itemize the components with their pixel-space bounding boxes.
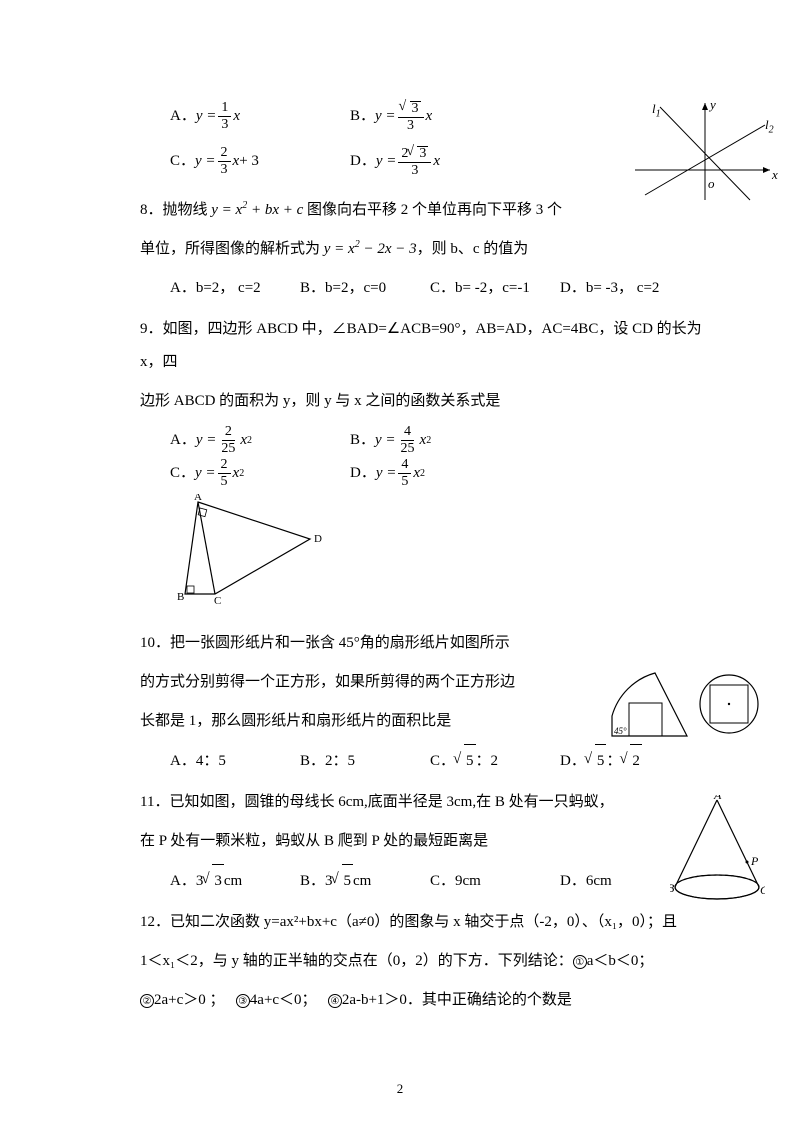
svg-text:B: B: [670, 881, 675, 895]
q10-choice-b: B．2：5: [300, 744, 430, 778]
q10-choice-d: D．5：2: [560, 744, 690, 778]
vertex-a: A: [194, 494, 202, 503]
q8-choice-d: D．b= -3， c=2: [560, 272, 690, 305]
q9-choices-row2: C．y = 25 x2 D．y = 45 x2: [170, 457, 710, 490]
q8-line1: 8．抛物线 y = x2 + bx + c 图像向右平移 2 个单位再向下平移 …: [140, 194, 710, 227]
q7-choice-b: B． y = 33 x: [350, 100, 530, 133]
q9-choice-b: B．y = 425 x2: [350, 424, 530, 457]
vertex-d: D: [314, 533, 322, 545]
q9-choice-d: D．y = 45 x2: [350, 457, 530, 490]
math-text: y =: [196, 100, 217, 133]
q12-line2: 1＜x₁＜2，与 y 轴的正半轴的交点在（0，2）的下方．下列结论：①a＜b＜0…: [140, 945, 710, 978]
q8-choices: A．b=2， c=2 B．b=2，c=0 C．b= -2，c=-1 D．b= -…: [170, 272, 710, 305]
q11-choice-b: B．35 cm: [300, 864, 430, 898]
choice-label: D．: [350, 145, 376, 178]
q8-choice-a: A．b=2， c=2: [170, 272, 300, 305]
q10-line1: 10．把一张圆形纸片和一张含 45°角的扇形纸片如图所示: [140, 627, 710, 660]
svg-text:45°: 45°: [614, 726, 627, 736]
q8-choice-c: C．b= -2，c=-1: [430, 272, 560, 305]
q7-choices-row2: C． y = 23 x + 3 D． y = 233 x: [170, 145, 710, 178]
q7-choice-c: C． y = 23 x + 3: [170, 145, 350, 178]
choice-label: A．: [170, 100, 196, 133]
abcd-diagram: A D B C: [170, 494, 710, 617]
q11-line1: 11．已知如图，圆锥的母线长 6cm,底面半径是 3cm,在 B 处有一只蚂蚁，: [140, 786, 710, 819]
axis-origin: o: [708, 170, 715, 199]
q7-choice-a: A． y = 13 x: [170, 100, 350, 133]
q8-line2: 单位，所得图像的解析式为 y = x2 − 2x − 3，则 b、c 的值为: [140, 233, 710, 266]
line-l1: l1: [652, 95, 661, 126]
q9-choice-a: A．y = 225 x2: [170, 424, 350, 457]
q7-choice-d: D． y = 233 x: [350, 145, 530, 178]
q11-choices: A．33 cm B．35 cm C．9cm D．6cm: [170, 864, 710, 898]
q11-choice-c: C．9cm: [430, 864, 560, 898]
q12-line3: ②2a+c＞0 ； ③4a+c＜0； ④2a-b+1＞0．其中正确结论的个数是: [140, 984, 710, 1017]
q11-choice-a: A．33 cm: [170, 864, 300, 898]
q9-choice-c: C．y = 25 x2: [170, 457, 350, 490]
q10-choice-a: A．4：5: [170, 744, 300, 778]
q7-choices-row1: A． y = 13 x B． y = 33 x: [170, 100, 710, 133]
axis-x-label: x: [772, 161, 778, 190]
cone-diagram: A B C P: [670, 795, 765, 918]
vertex-c: C: [214, 595, 221, 604]
vertex-b: B: [177, 591, 184, 603]
svg-text:A: A: [713, 795, 722, 802]
choice-label: B．: [350, 100, 375, 133]
q10-choices: A．4：5 B．2：5 C．5：2 D．5：2: [170, 744, 710, 778]
q9-line2: 边形 ABCD 的面积为 y，则 y 与 x 之间的函数关系式是: [140, 385, 710, 418]
q10-choice-c: C．5：2: [430, 744, 560, 778]
line-l2: l2: [765, 111, 774, 142]
q12-line1: 12．已知二次函数 y=ax²+bx+c（a≠0）的图象与 x 轴交于点（-2，…: [140, 906, 710, 939]
page-number: 2: [397, 1075, 404, 1104]
fan-circle-diagram: 45°: [607, 668, 760, 740]
axis-y-label: y: [710, 91, 716, 120]
q11-line2: 在 P 处有一颗米粒，蚂蚁从 B 爬到 P 处的最短距离是: [140, 825, 710, 858]
choice-label: C．: [170, 145, 195, 178]
svg-text:C: C: [760, 883, 765, 897]
q9-choices-row1: A．y = 225 x2 B．y = 425 x2: [170, 424, 710, 457]
axes-diagram: y x o l1 l2: [630, 95, 780, 218]
q8-choice-b: B．b=2，c=0: [300, 272, 430, 305]
svg-text:P: P: [750, 854, 759, 868]
q9-line1: 9．如图，四边形 ABCD 中，∠BAD=∠ACB=90°，AB=AD，AC=4…: [140, 313, 710, 379]
